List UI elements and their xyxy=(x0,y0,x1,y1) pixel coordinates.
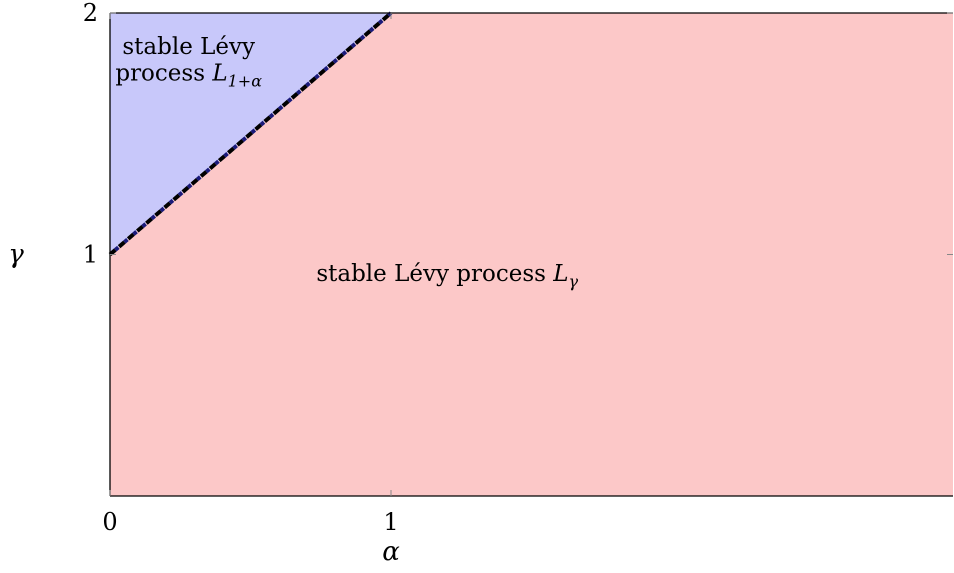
x-tick-label: 1 xyxy=(383,508,398,536)
region-label-math: L xyxy=(205,61,228,87)
region-label-text: stable Lévy process xyxy=(316,261,546,287)
y-tick-label: 1 xyxy=(83,241,98,269)
x-tick-label: 0 xyxy=(102,508,117,536)
labels-layer: α γ xyxy=(8,240,400,568)
region-label-text: stable Lévy xyxy=(122,34,255,60)
region-label-upper: stable Lévy xyxy=(122,34,255,60)
region-label-subscript: γ xyxy=(569,272,579,291)
boundary-line-accent xyxy=(108,11,393,257)
y-tick-label: 2 xyxy=(83,0,98,27)
region-label-subscript: 1+α xyxy=(228,72,263,91)
boundary-layer xyxy=(108,11,393,257)
x-axis-label: α xyxy=(382,537,400,567)
region-label-lower: stable Lévy process Lγ xyxy=(316,261,578,291)
region-label-math: L xyxy=(546,261,569,287)
region-lower xyxy=(110,13,953,496)
boundary-line xyxy=(108,11,393,257)
region-label-upper: process L1+α xyxy=(115,61,262,91)
y-axis-label: γ xyxy=(8,240,24,270)
region-label-text: process xyxy=(115,61,205,87)
ticks-layer: 0 1 1 2 xyxy=(83,0,953,536)
